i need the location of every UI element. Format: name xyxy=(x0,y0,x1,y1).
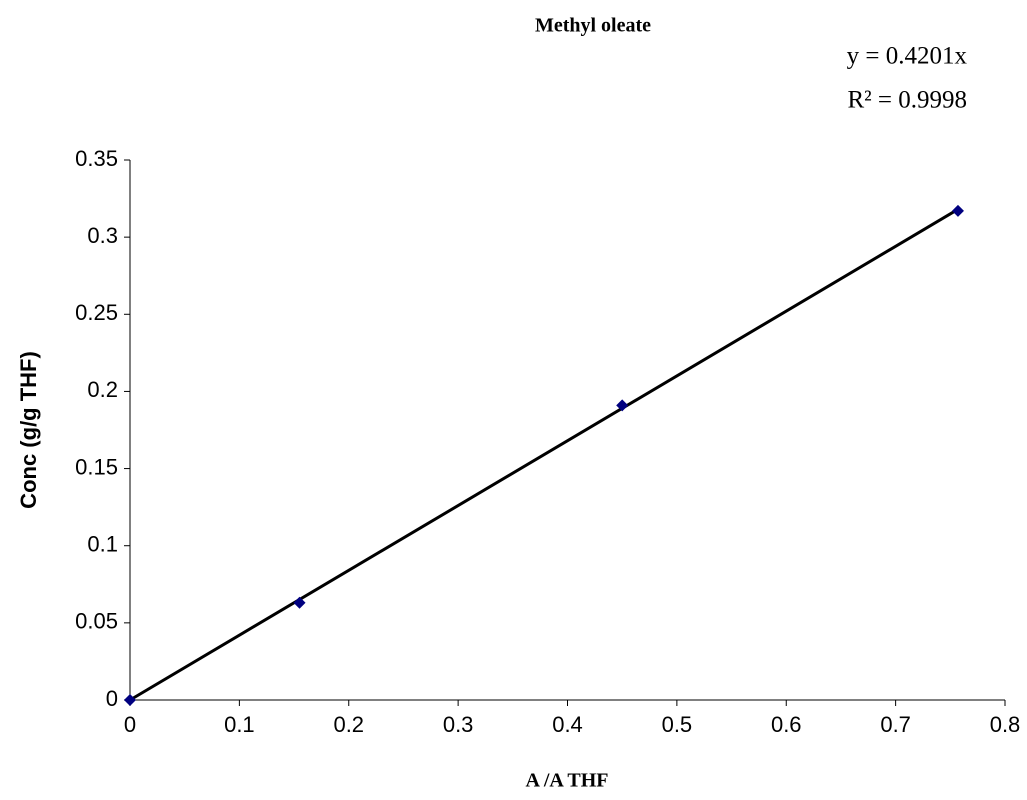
x-axis-label: A /A THF xyxy=(526,770,609,792)
x-tick-label: 0 xyxy=(124,712,136,737)
y-tick-label: 0.3 xyxy=(87,223,118,248)
y-tick-label: 0.2 xyxy=(87,377,118,402)
y-tick-label: 0 xyxy=(106,686,118,711)
x-tick-label: 0.1 xyxy=(224,712,255,737)
y-axis-label: Conc (g/g THF) xyxy=(16,351,41,509)
x-tick-label: 0.8 xyxy=(990,712,1021,737)
y-tick-label: 0.35 xyxy=(75,146,118,171)
y-tick-label: 0.15 xyxy=(75,454,118,479)
trend-equation: y = 0.4201x xyxy=(847,43,968,70)
x-tick-label: 0.7 xyxy=(880,712,911,737)
x-tick-label: 0.3 xyxy=(443,712,474,737)
x-tick-label: 0.6 xyxy=(771,712,802,737)
data-point xyxy=(951,204,964,217)
y-tick-label: 0.05 xyxy=(75,609,118,634)
y-tick-label: 0.25 xyxy=(75,300,118,325)
trend-r2: R² = 0.9998 xyxy=(847,87,967,114)
x-tick-label: 0.4 xyxy=(552,712,583,737)
y-tick-label: 0.1 xyxy=(87,532,118,557)
data-point xyxy=(616,399,629,412)
trendline xyxy=(129,208,959,702)
data-point xyxy=(124,694,136,706)
x-tick-label: 0.5 xyxy=(662,712,693,737)
data-point xyxy=(293,596,306,609)
x-tick-label: 0.2 xyxy=(333,712,364,737)
chart-title: Methyl oleate xyxy=(535,15,651,37)
